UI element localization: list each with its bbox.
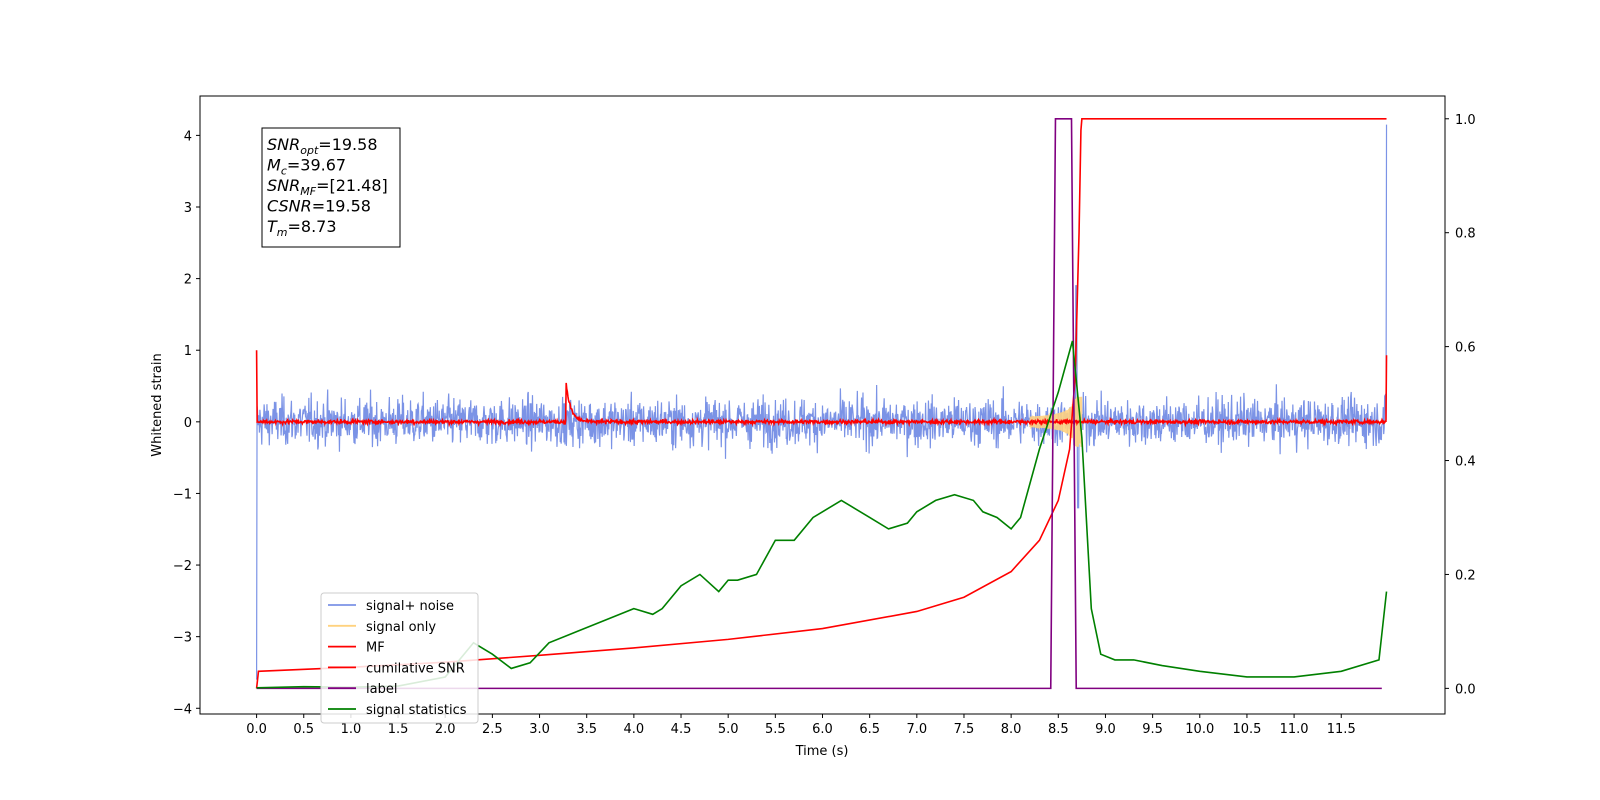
info-box-line: CSNR=19.58 — [267, 197, 371, 216]
info-box-line: Tm=8.73 — [267, 217, 337, 239]
x-tick-label: 1.5 — [388, 722, 409, 737]
series-line-signal-statistics — [256, 340, 1388, 689]
left-y-tick-label: −3 — [173, 631, 192, 646]
info-subscript: opt — [300, 144, 319, 157]
x-tick-label: 0.5 — [293, 722, 314, 737]
series-line-mf — [255, 350, 1388, 428]
left-y-tick-label: 1 — [184, 344, 192, 359]
legend-label: signal statistics — [366, 703, 467, 718]
info-subscript: c — [281, 165, 287, 178]
info-value: =8.73 — [288, 217, 337, 236]
left-y-axis-ticks: −4 −3 −2 −1 0 1 2 3 4 — [173, 129, 200, 717]
info-symbol: CSNR — [267, 197, 312, 216]
left-y-tick-label: 4 — [184, 129, 192, 144]
legend-label: signal only — [366, 620, 436, 635]
info-value: =39.67 — [287, 156, 346, 175]
x-tick-label: 3.0 — [529, 722, 550, 737]
right-y-tick-label: 1.0 — [1455, 113, 1476, 128]
legend-label: MF — [366, 641, 385, 656]
x-tick-label: 5.5 — [765, 722, 786, 737]
right-y-tick-label: 0.4 — [1455, 455, 1476, 470]
left-y-tick-label: 2 — [184, 273, 192, 288]
x-tick-label: 5.0 — [718, 722, 739, 737]
info-box-line: SNRopt=19.58 — [267, 135, 378, 157]
x-tick-label: 8.0 — [1001, 722, 1022, 737]
legend-label: label — [366, 682, 397, 697]
legend-frame — [320, 592, 479, 724]
info-box: SNRopt=19.58Mc=39.67SNRMF=[21.48]CSNR=19… — [261, 127, 401, 248]
right-y-tick-label: 0.2 — [1455, 568, 1476, 583]
x-tick-label: 8.5 — [1048, 722, 1069, 737]
info-subscript: MF — [300, 185, 316, 198]
x-tick-label: 9.5 — [1142, 722, 1163, 737]
x-tick-label: 10.0 — [1185, 722, 1214, 737]
x-tick-label: 10.5 — [1232, 722, 1261, 737]
x-axis-ticks: 0.0 0.5 1.0 1.5 2.0 2.5 3.0 3.5 4.0 4.5 5.0 5.5 6.0 6… — [246, 714, 1356, 737]
info-symbol: M — [267, 156, 281, 175]
x-tick-label: 11.5 — [1327, 722, 1356, 737]
right-y-tick-label: 0.8 — [1455, 227, 1476, 242]
info-symbol: SNR — [267, 135, 300, 154]
info-subscript: m — [277, 226, 288, 239]
right-y-tick-label: 0.0 — [1455, 682, 1476, 697]
x-tick-label: 0.0 — [246, 722, 267, 737]
info-box-line: SNRMF=[21.48] — [267, 176, 388, 198]
left-y-tick-label: 3 — [184, 201, 192, 216]
x-tick-label: 4.5 — [671, 722, 692, 737]
x-tick-label: 9.0 — [1095, 722, 1116, 737]
x-tick-label: 6.0 — [812, 722, 833, 737]
right-y-tick-label: 0.6 — [1455, 341, 1476, 356]
legend: signal+ noise signal only MF cumilative SNR… — [320, 592, 479, 724]
x-tick-label: 1.0 — [341, 722, 362, 737]
info-value: =[21.48] — [316, 176, 388, 195]
right-y-axis-ticks: 0.0 0.2 0.4 0.6 0.8 1.0 — [1445, 113, 1476, 697]
x-tick-label: 7.0 — [906, 722, 927, 737]
legend-label: signal+ noise — [366, 599, 454, 614]
info-value: =19.58 — [318, 135, 377, 154]
series-line-label — [256, 117, 1382, 690]
y-axis-label: Whitened strain — [150, 353, 165, 456]
x-tick-label: 2.0 — [435, 722, 456, 737]
x-tick-label: 11.0 — [1280, 722, 1309, 737]
series-line-signal-noise — [255, 124, 1388, 680]
x-tick-label: 6.5 — [859, 722, 880, 737]
legend-label: cumilative SNR — [366, 661, 465, 676]
left-y-tick-label: −2 — [173, 559, 192, 574]
x-tick-label: 4.0 — [624, 722, 645, 737]
info-symbol: SNR — [267, 176, 300, 195]
x-tick-label: 7.5 — [954, 722, 975, 737]
info-box-line: Mc=39.67 — [267, 156, 346, 178]
left-y-tick-label: 0 — [184, 416, 192, 431]
x-axis-label: Time (s) — [795, 744, 849, 759]
info-box-frame — [261, 127, 401, 248]
left-y-tick-label: −1 — [173, 487, 192, 502]
x-tick-label: 3.5 — [576, 722, 597, 737]
x-tick-label: 2.5 — [482, 722, 503, 737]
info-value: =19.58 — [312, 197, 371, 216]
left-y-tick-label: −4 — [173, 702, 192, 717]
info-symbol: T — [267, 217, 278, 236]
